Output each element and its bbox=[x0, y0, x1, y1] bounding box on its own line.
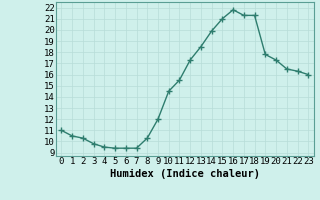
X-axis label: Humidex (Indice chaleur): Humidex (Indice chaleur) bbox=[110, 169, 260, 179]
